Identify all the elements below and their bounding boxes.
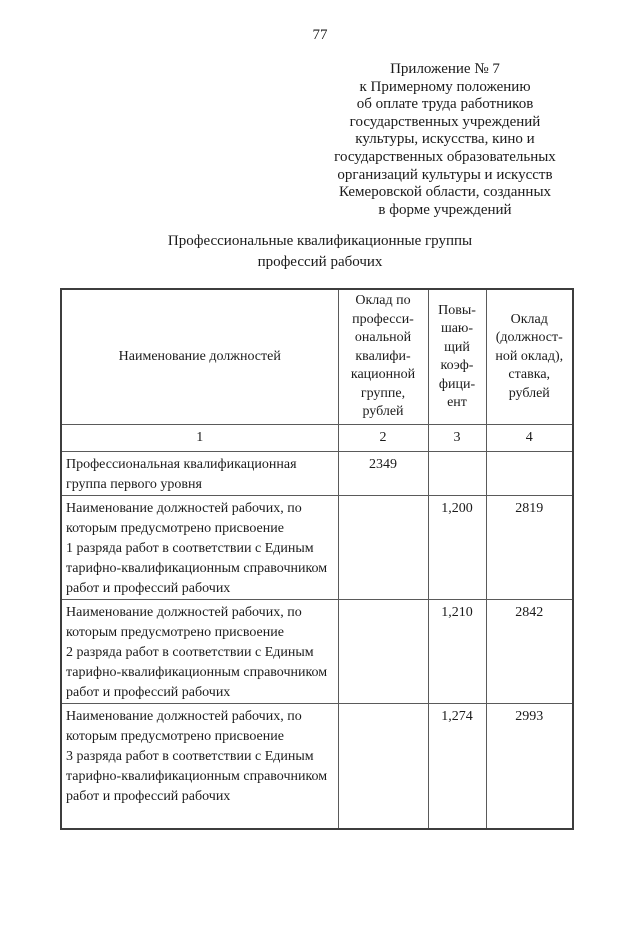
cell-coefficient bbox=[427, 450, 487, 496]
cell-position-name: Наименование должностей рабочих, по кото… bbox=[60, 494, 339, 600]
column-number-cell: 3 bbox=[427, 423, 487, 452]
cell-salary: 2842 bbox=[485, 598, 574, 704]
cell-pkg-salary bbox=[337, 598, 429, 704]
cell-salary bbox=[485, 450, 574, 496]
header-cell-coefficient: Повы- шаю- щий коэф- фици- ент bbox=[427, 288, 487, 425]
column-number-cell: 4 bbox=[485, 423, 574, 452]
column-number-cell: 2 bbox=[337, 423, 429, 452]
table-header-row: Наименование должностей Оклад по професс… bbox=[60, 288, 574, 425]
column-numbers-row: 1 2 3 4 bbox=[60, 423, 574, 452]
cell-salary: 2819 bbox=[485, 494, 574, 600]
appendix-line: организаций культуры и искусств bbox=[337, 166, 553, 183]
cell-coefficient: 1,274 bbox=[427, 702, 487, 830]
cell-salary: 2993 bbox=[485, 702, 574, 830]
column-number-cell: 1 bbox=[60, 423, 339, 452]
appendix-line: культуры, искусства, кино и bbox=[355, 131, 535, 148]
page-number: 77 bbox=[312, 27, 328, 43]
header-cell-pkg-salary: Оклад по професси- ональной квалифи- кац… bbox=[337, 288, 429, 425]
cell-pkg-salary bbox=[337, 494, 429, 600]
cell-position-name: Профессиональная квалификационная группа… bbox=[60, 450, 339, 496]
cell-coefficient: 1,210 bbox=[427, 598, 487, 704]
salary-table: Наименование должностей Оклад по професс… bbox=[60, 288, 574, 831]
document-page: 77 Приложение № 7 к Примерному положению… bbox=[0, 26, 640, 831]
cell-position-name: Наименование должностей рабочих, по кото… bbox=[60, 702, 339, 830]
appendix-block: Приложение № 7 к Примерному положению об… bbox=[295, 61, 595, 219]
cell-pkg-salary: 2349 bbox=[337, 450, 429, 496]
table-row: Профессиональная квалификационная группа… bbox=[60, 450, 574, 496]
cell-pkg-salary bbox=[337, 702, 429, 830]
appendix-line: в форме учреждений bbox=[378, 201, 512, 218]
header-cell-salary: Оклад (должност- ной оклад), ставка, руб… bbox=[485, 288, 574, 425]
appendix-line: Кемеровской области, созданных bbox=[338, 184, 552, 201]
appendix-line: об оплате труда работников bbox=[356, 96, 534, 113]
cell-coefficient: 1,200 bbox=[427, 494, 487, 600]
appendix-line: государственных образовательных bbox=[334, 148, 556, 165]
header-cell-position-names: Наименование должностей bbox=[60, 288, 339, 425]
table-row: Наименование должностей рабочих, по кото… bbox=[60, 702, 574, 830]
appendix-line: Приложение № 7 bbox=[390, 61, 500, 77]
document-title: Профессиональные квалификационные группы… bbox=[167, 233, 473, 271]
appendix-line: государственных учреждений bbox=[349, 113, 541, 130]
table-row: Наименование должностей рабочих, по кото… bbox=[60, 598, 574, 704]
appendix-line: к Примерному положению bbox=[359, 78, 531, 95]
cell-position-name: Наименование должностей рабочих, по кото… bbox=[60, 598, 339, 704]
table-row: Наименование должностей рабочих, по кото… bbox=[60, 494, 574, 600]
